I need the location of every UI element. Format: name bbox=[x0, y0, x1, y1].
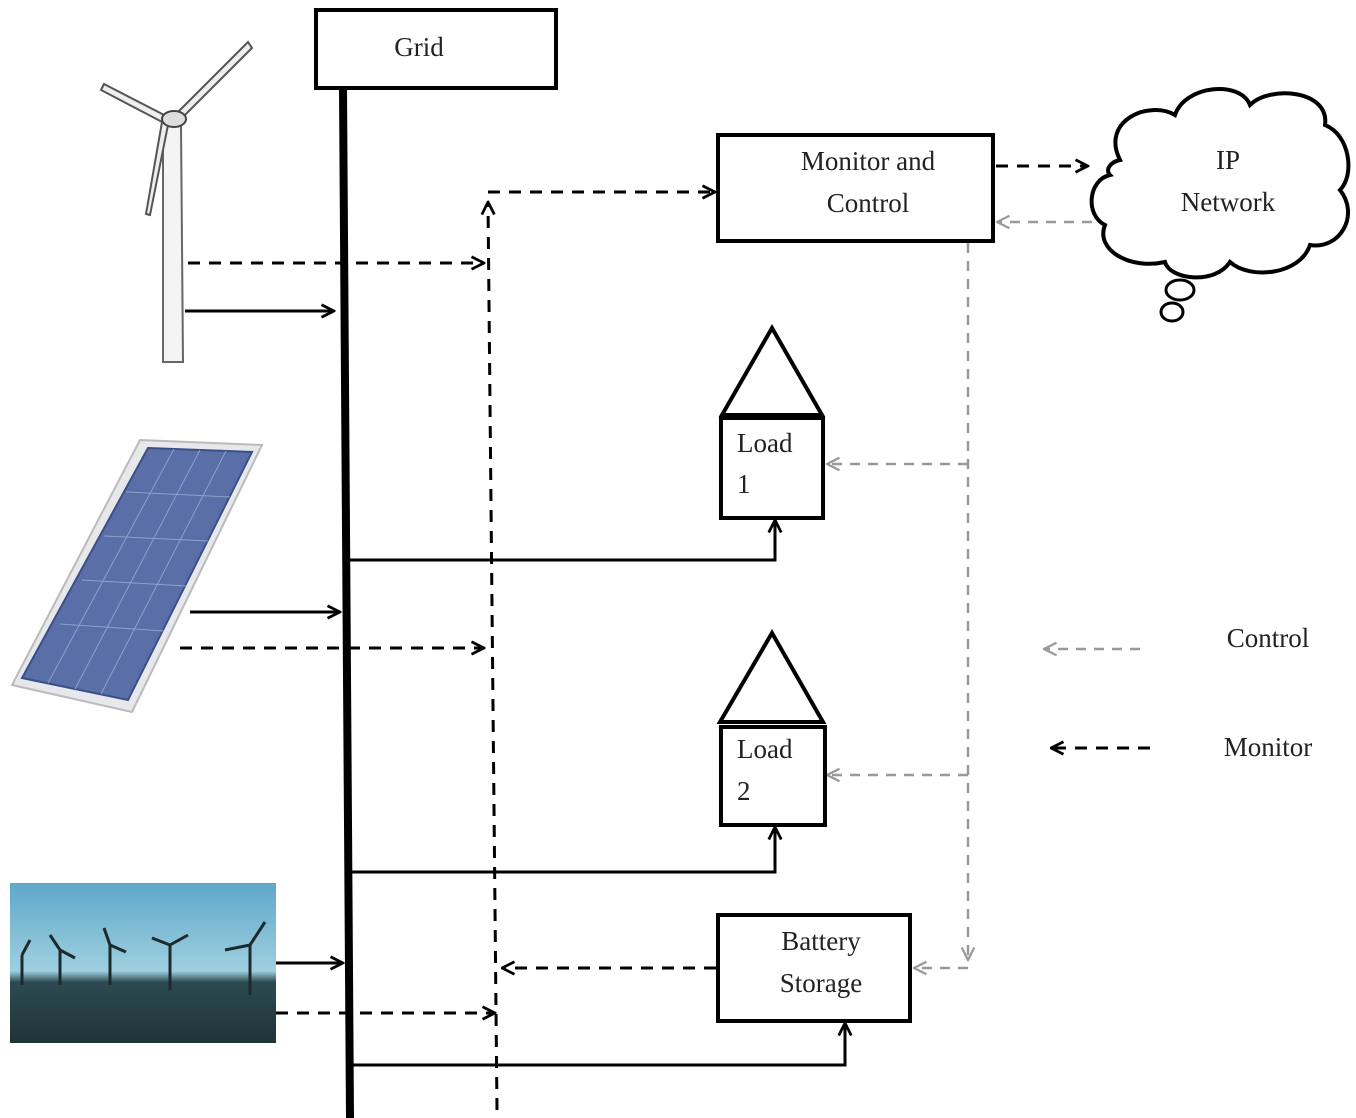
monitor-label: Monitor and bbox=[801, 146, 936, 176]
load-roof bbox=[722, 328, 822, 415]
wind-farm bbox=[10, 883, 276, 1043]
wind-turbine bbox=[101, 42, 252, 362]
cloud-bubbles bbox=[1161, 280, 1194, 321]
load-label: 2 bbox=[737, 776, 751, 806]
diagram: Grid Monitor and Control IP Network Load… bbox=[0, 0, 1356, 1118]
grid-bus bbox=[343, 88, 350, 1118]
ip-cloud bbox=[1092, 89, 1349, 277]
load-roof bbox=[720, 633, 823, 722]
ip-label: Network bbox=[1181, 187, 1276, 217]
control-lines bbox=[827, 222, 1092, 968]
load-label: 1 bbox=[737, 469, 751, 499]
battery-label: Battery bbox=[781, 926, 861, 956]
legend-label: Monitor bbox=[1224, 732, 1313, 762]
monitor-lines bbox=[180, 166, 1088, 1110]
solar-panel bbox=[12, 440, 262, 712]
legend-label: Control bbox=[1227, 623, 1310, 653]
load-label: Load bbox=[737, 734, 793, 764]
battery-label: Storage bbox=[780, 968, 862, 998]
monitor-label: Control bbox=[827, 188, 910, 218]
grid-label: Grid bbox=[394, 32, 444, 62]
ip-label: IP bbox=[1216, 145, 1240, 175]
load-label: Load bbox=[737, 428, 793, 458]
